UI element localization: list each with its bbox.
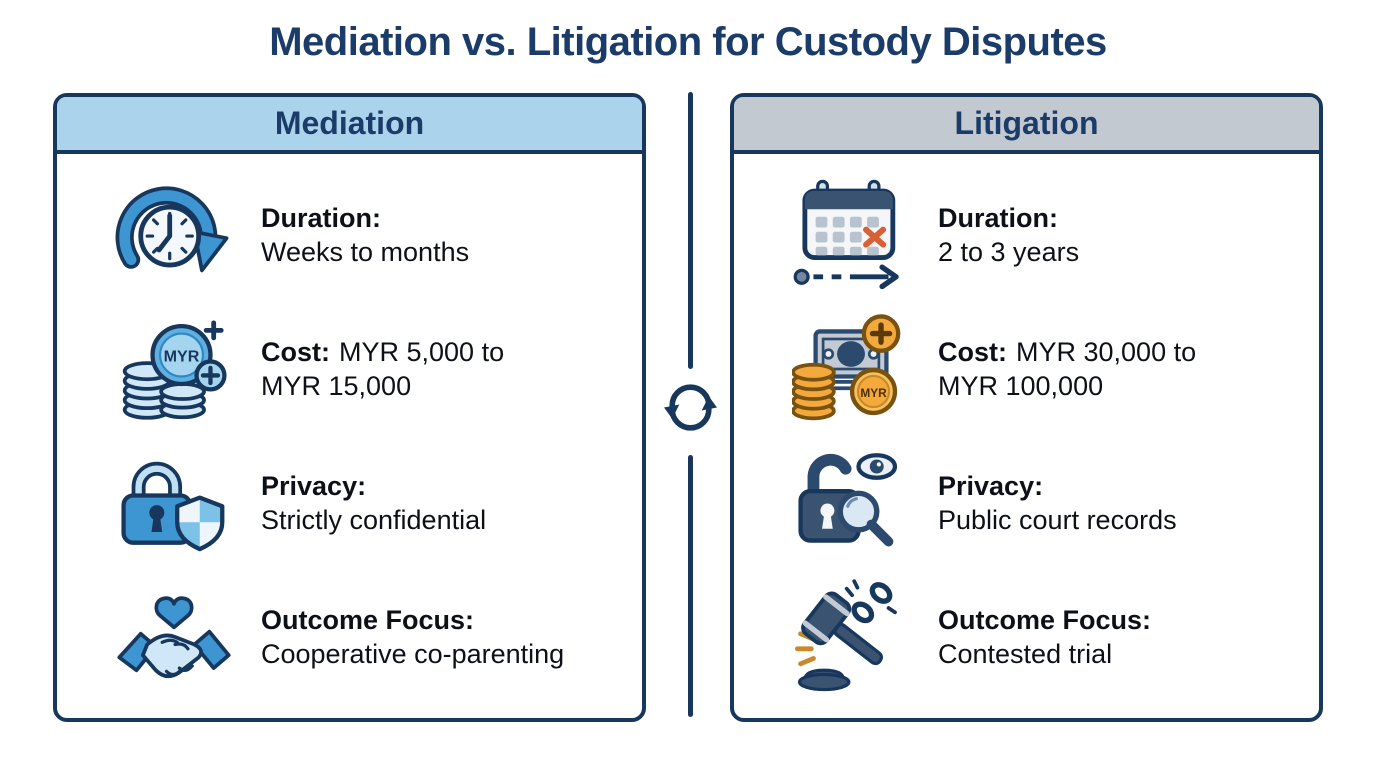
myr-coins-icon: MYR xyxy=(115,310,233,428)
row-text: Cost: MYR 30,000 to MYR 100,000 xyxy=(938,335,1196,403)
row-label: Outcome Focus: xyxy=(261,605,475,635)
divider-line-top xyxy=(688,92,693,369)
panel-litigation: Litigation xyxy=(730,93,1323,722)
row-value: Weeks to months xyxy=(261,237,470,267)
row-label: Privacy: xyxy=(261,471,367,501)
swap-arrows-icon xyxy=(662,379,719,436)
row-text: Privacy: Strictly confidential xyxy=(261,469,486,537)
row-text: Outcome Focus: Contested trial xyxy=(938,603,1151,671)
row-text: Outcome Focus: Cooperative co-parenting xyxy=(261,603,564,671)
panel-mediation-header: Mediation xyxy=(57,97,642,154)
row-mediation-outcome: Outcome Focus: Cooperative co-parenting xyxy=(57,578,642,696)
row-value: MYR 30,000 to MYR 100,000 xyxy=(938,337,1197,401)
row-litigation-duration: Duration: 2 to 3 years xyxy=(734,176,1319,294)
money-myr-icon: MYR xyxy=(792,310,910,428)
svg-text:MYR: MYR xyxy=(860,386,887,400)
row-mediation-duration: Duration: Weeks to months xyxy=(57,176,642,294)
gavel-chain-icon xyxy=(792,578,910,696)
divider-line-bottom xyxy=(688,455,693,717)
panel-mediation-body: Duration: Weeks to months xyxy=(57,154,642,718)
row-label: Cost: xyxy=(938,337,1007,367)
row-value: Strictly confidential xyxy=(261,505,487,535)
clock-cycle-icon xyxy=(115,176,233,294)
row-label: Privacy: xyxy=(938,471,1044,501)
row-value: Contested trial xyxy=(938,639,1113,669)
panel-litigation-body: Duration: 2 to 3 years xyxy=(734,154,1319,718)
row-label: Duration: xyxy=(938,203,1058,233)
row-mediation-privacy: Privacy: Strictly confidential xyxy=(57,444,642,562)
row-value: Public court records xyxy=(938,505,1177,535)
row-litigation-cost: MYR Cost: MYR 30,000 to MYR 100,000 xyxy=(734,310,1319,428)
unlock-eye-icon xyxy=(792,444,910,562)
row-label: Outcome Focus: xyxy=(938,605,1152,635)
row-litigation-outcome: Outcome Focus: Contested trial xyxy=(734,578,1319,696)
page-title: Mediation vs. Litigation for Custody Dis… xyxy=(269,20,1107,64)
row-label: Cost: xyxy=(261,337,330,367)
row-text: Duration: Weeks to months xyxy=(261,201,469,269)
row-value: MYR 5,000 to MYR 15,000 xyxy=(261,337,505,401)
handshake-heart-icon xyxy=(115,578,233,696)
row-value: Cooperative co-parenting xyxy=(261,639,565,669)
row-value: 2 to 3 years xyxy=(938,237,1080,267)
row-text: Duration: 2 to 3 years xyxy=(938,201,1079,269)
row-text: Privacy: Public court records xyxy=(938,469,1177,537)
row-label: Duration: xyxy=(261,203,381,233)
panel-mediation: Mediation Duration: Weeks to months xyxy=(53,93,646,722)
row-text: Cost: MYR 5,000 to MYR 15,000 xyxy=(261,335,504,403)
panel-litigation-header: Litigation xyxy=(734,97,1319,154)
row-litigation-privacy: Privacy: Public court records xyxy=(734,444,1319,562)
svg-text:MYR: MYR xyxy=(164,347,200,365)
calendar-timeline-icon xyxy=(792,176,910,294)
row-mediation-cost: MYR Cost: MYR 5,000 to MYR 15,000 xyxy=(57,310,642,428)
lock-shield-icon xyxy=(115,444,233,562)
